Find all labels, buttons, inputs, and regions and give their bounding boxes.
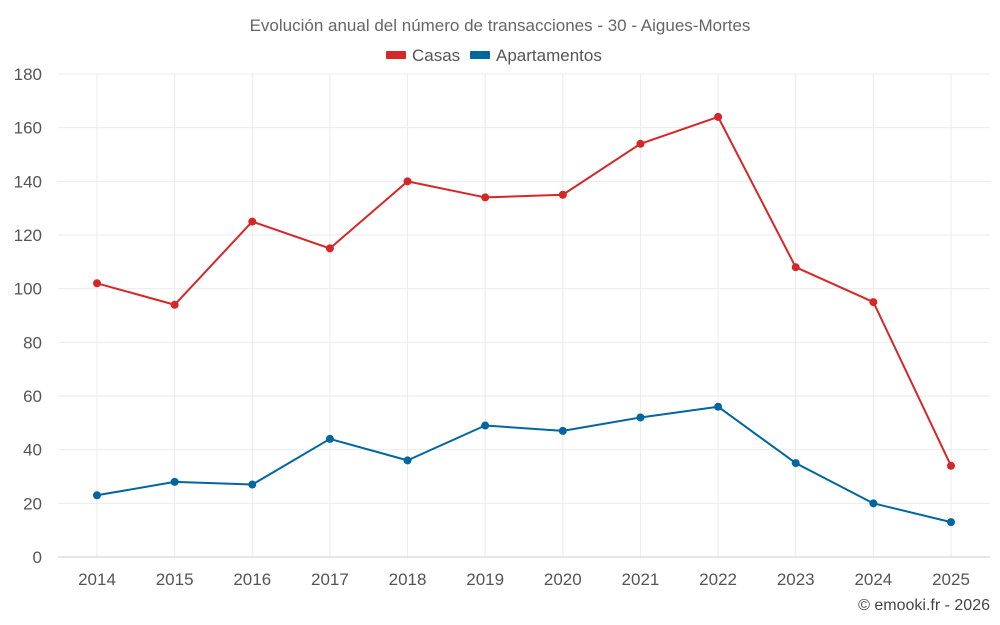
data-point-apartamentos[interactable] xyxy=(714,402,723,411)
data-point-casas[interactable] xyxy=(93,279,101,288)
x-tick-label: 2014 xyxy=(78,570,116,589)
axis-layer: 0 20 40 60 80 100 120 140 160 180 2014 2015 2016 2017… xyxy=(14,65,990,589)
y-tick-label: 20 xyxy=(23,494,42,513)
x-tick-label: 2022 xyxy=(699,570,737,589)
grid-layer xyxy=(58,73,990,557)
data-point-apartamentos[interactable] xyxy=(248,480,257,489)
y-tick-label: 180 xyxy=(14,65,42,84)
x-tick-label: 2016 xyxy=(233,570,271,589)
y-tick-label: 100 xyxy=(14,280,42,299)
data-point-apartamentos[interactable] xyxy=(558,426,567,435)
data-point-apartamentos[interactable] xyxy=(403,456,412,465)
data-point-casas[interactable] xyxy=(170,300,179,309)
legend-swatch-apartamentos xyxy=(470,51,490,59)
y-tick-label: 160 xyxy=(14,119,42,138)
x-tick-label: 2018 xyxy=(389,570,427,589)
legend-swatch-casas xyxy=(386,51,406,59)
data-point-apartamentos[interactable] xyxy=(869,499,878,508)
series-layer xyxy=(93,112,955,527)
x-tick-label: 2023 xyxy=(777,570,815,589)
data-point-apartamentos[interactable] xyxy=(93,491,101,500)
data-point-casas[interactable] xyxy=(403,177,412,186)
data-point-casas[interactable] xyxy=(791,263,800,272)
x-tick-label: 2019 xyxy=(466,570,504,589)
data-point-apartamentos[interactable] xyxy=(481,421,490,430)
legend-label-casas[interactable]: Casas xyxy=(412,46,460,65)
x-tick-label: 2020 xyxy=(544,570,582,589)
credit-text: © emooki.fr - 2026 xyxy=(858,597,990,614)
y-tick-label: 120 xyxy=(14,226,42,245)
data-point-apartamentos[interactable] xyxy=(170,477,179,486)
data-point-casas[interactable] xyxy=(248,217,257,226)
legend-label-apartamentos[interactable]: Apartamentos xyxy=(496,46,602,65)
data-point-casas[interactable] xyxy=(481,193,490,202)
data-point-casas[interactable] xyxy=(636,139,645,148)
y-tick-label: 60 xyxy=(23,387,42,406)
x-tick-label: 2024 xyxy=(854,570,892,589)
data-point-casas[interactable] xyxy=(947,461,955,470)
data-point-casas[interactable] xyxy=(325,244,334,253)
data-point-apartamentos[interactable] xyxy=(947,518,955,527)
x-tick-label: 2021 xyxy=(622,570,660,589)
x-tick-label: 2025 xyxy=(932,570,970,589)
x-tick-label: 2017 xyxy=(311,570,349,589)
data-point-apartamentos[interactable] xyxy=(325,434,334,443)
y-tick-label: 0 xyxy=(33,548,42,567)
series-line-casas xyxy=(96,115,952,467)
legend: Casas Apartamentos xyxy=(386,46,602,65)
data-point-apartamentos[interactable] xyxy=(791,459,800,468)
data-point-apartamentos[interactable] xyxy=(636,413,645,422)
y-tick-label: 80 xyxy=(23,333,42,352)
series-line-apartamentos xyxy=(96,405,952,524)
x-tick-label: 2015 xyxy=(156,570,194,589)
data-point-casas[interactable] xyxy=(869,298,878,307)
data-point-casas[interactable] xyxy=(714,112,723,121)
chart-title: Evolución anual del número de transaccio… xyxy=(250,16,751,35)
y-tick-label: 140 xyxy=(14,172,42,191)
data-point-casas[interactable] xyxy=(558,190,567,199)
y-tick-label: 40 xyxy=(23,441,42,460)
